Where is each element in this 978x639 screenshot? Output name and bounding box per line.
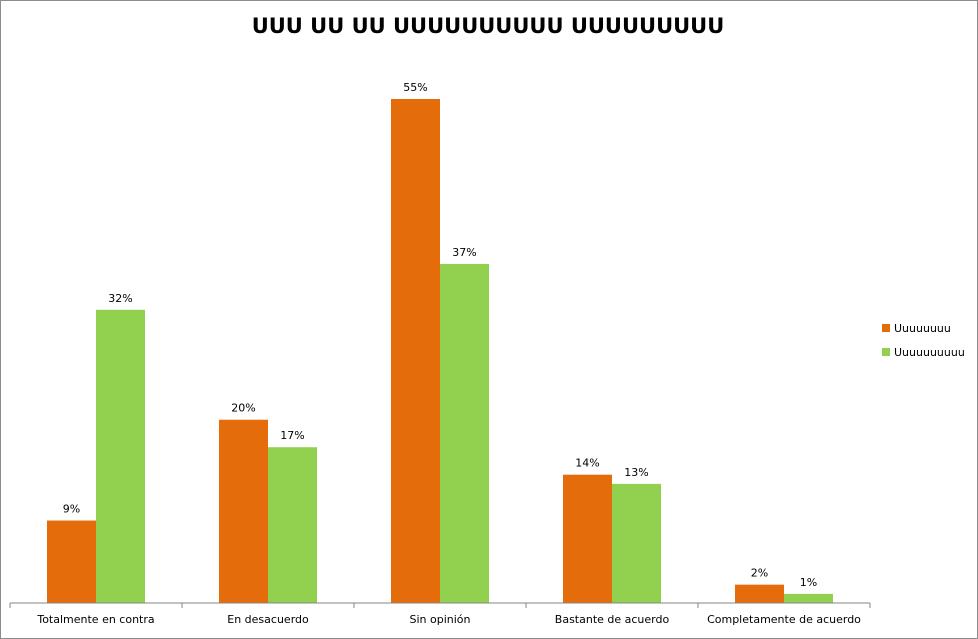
bar-series1-0 <box>47 520 96 603</box>
legend-label-series1: Uuuuuuuu <box>894 322 951 335</box>
bar-series1-4 <box>735 584 784 603</box>
legend-swatch-series1 <box>882 324 890 332</box>
legend: Uuuuuuuu Uuuuuuuuuu <box>882 322 965 359</box>
x-tick-label: Bastante de acuerdo <box>555 613 670 626</box>
data-label-series2-1: 17% <box>280 429 304 442</box>
data-label-series2-2: 37% <box>452 246 476 259</box>
legend-swatch-series2 <box>882 348 890 356</box>
bar-series2-2 <box>440 263 489 603</box>
bar-series2-1 <box>268 447 317 603</box>
data-label-series1-0: 9% <box>63 503 80 516</box>
x-tick-label: Sin opinión <box>409 613 470 626</box>
bar-series1-2 <box>391 99 440 603</box>
data-label-series1-2: 55% <box>403 81 427 94</box>
data-label-series1-3: 14% <box>575 457 599 470</box>
x-axis-ticks: Totalmente en contra En desacuerdo Sin opi… <box>9 603 871 626</box>
x-tick-label: Totalmente en contra <box>36 613 154 626</box>
bar-series1-1 <box>219 419 268 603</box>
chart-title: UUU UU UU UUUUUUUUUU UUUUUUUUU <box>252 14 725 38</box>
x-tick-label: Completamente de acuerdo <box>707 613 861 626</box>
data-label-series2-4: 1% <box>800 576 817 589</box>
bar-series2-3 <box>612 483 661 603</box>
data-label-series2-0: 32% <box>108 292 132 305</box>
x-tick-label: En desacuerdo <box>227 613 309 626</box>
legend-label-series2: Uuuuuuuuuu <box>894 346 965 359</box>
bars-layer <box>47 99 833 603</box>
data-label-series1-4: 2% <box>751 567 768 580</box>
data-label-series1-1: 20% <box>231 402 255 415</box>
data-label-series2-3: 13% <box>624 466 648 479</box>
bar-series2-0 <box>96 309 145 603</box>
data-labels-layer: 9% 32% 20% 17% 55% 37% 14% 13% 2% 1% <box>63 81 817 589</box>
bar-series2-4 <box>784 593 833 603</box>
bar-series1-3 <box>563 474 612 603</box>
